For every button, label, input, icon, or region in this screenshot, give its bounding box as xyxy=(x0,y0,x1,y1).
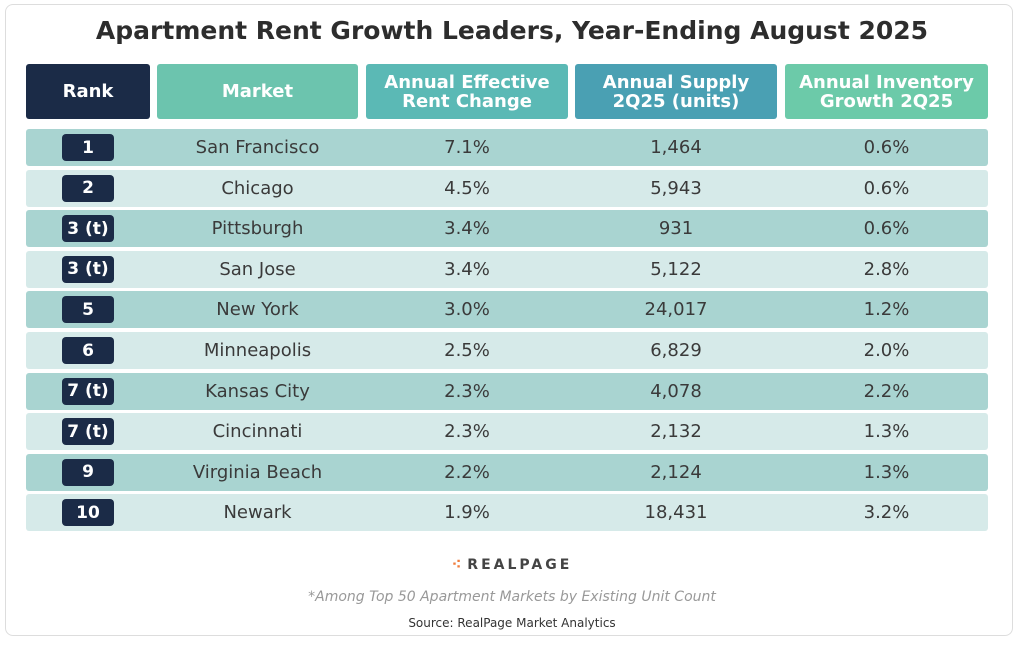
table-cell: Pittsburgh xyxy=(211,218,304,240)
rank-badge: 6 xyxy=(62,337,114,364)
table-cell: 4,078 xyxy=(650,380,702,402)
column-header: Rank xyxy=(26,64,150,119)
table-cell: Newark xyxy=(223,502,292,524)
table-cell: Kansas City xyxy=(205,380,310,402)
table-cell: 4.5% xyxy=(444,177,490,199)
table-cell: 2,132 xyxy=(650,421,702,443)
rank-badge: 9 xyxy=(62,458,114,486)
table-row: 5 New York 3.0% 24,017 1.2% xyxy=(26,291,988,329)
table-cell: 3.2% xyxy=(863,502,910,524)
table-cell: 3.4% xyxy=(444,258,490,280)
table-cell: New York xyxy=(216,299,299,321)
table-cell: 0.6% xyxy=(863,137,910,158)
table-cell: 3 (t) xyxy=(26,251,150,288)
column-header: Annual Supply 2Q25 (units) xyxy=(575,64,777,119)
table-row: 9 Virginia Beach 2.2% 2,124 1.3% xyxy=(26,453,988,491)
table-cell: 1.2% xyxy=(863,299,910,321)
footnote: *Among Top 50 Apartment Markets by Exist… xyxy=(308,589,716,605)
table-cell: 1,464 xyxy=(650,137,702,158)
rank-badge: 7 (t) xyxy=(62,377,114,405)
rank-badge: 3 (t) xyxy=(62,215,114,243)
rank-badge: 1 xyxy=(62,134,114,161)
table-cell: San Jose xyxy=(219,258,296,280)
column-header: Market xyxy=(157,64,358,119)
rank-badge: 10 xyxy=(62,499,114,527)
table-row: 2 Chicago 4.5% 5,943 0.6% xyxy=(26,169,988,207)
table-cell: 7 (t) xyxy=(26,373,150,410)
table-row: 3 (t) San Jose 3.4% 5,122 2.8% xyxy=(26,250,988,288)
table-cell: 0.6% xyxy=(863,177,910,199)
table-cell: San Francisco xyxy=(195,137,320,158)
logo-text: REALPAGE xyxy=(467,557,573,573)
table-cell: 2.8% xyxy=(863,258,910,280)
title: Apartment Rent Growth Leaders, Year-Endi… xyxy=(95,15,929,45)
table-cell: 2.5% xyxy=(444,340,490,361)
column-header: Annual Inventory Growth 2Q25 xyxy=(785,64,988,119)
table-cell: 2.2% xyxy=(444,461,490,483)
table-cell: 1.9% xyxy=(444,502,490,524)
table-cell: Minneapolis xyxy=(203,340,312,361)
table-cell: 3.0% xyxy=(444,299,490,321)
table-cell: Virginia Beach xyxy=(192,461,323,483)
table-cell: 9 xyxy=(26,454,150,491)
card xyxy=(5,4,1013,636)
table-cell: 2.0% xyxy=(863,340,910,361)
table-row: 3 (t) Pittsburgh 3.4% 931 0.6% xyxy=(26,210,988,248)
logo: ⁖ REALPAGE xyxy=(0,554,1024,576)
source: Source: RealPage Market Analytics xyxy=(408,616,616,630)
table-cell: 2.2% xyxy=(863,380,910,402)
column-header: Annual Effective Rent Change xyxy=(366,64,568,119)
table-cell: 0.6% xyxy=(863,218,910,240)
table-cell: 2.3% xyxy=(444,421,490,443)
logo-dots: ⁖ xyxy=(451,557,462,573)
table-row: 7 (t) Kansas City 2.3% 4,078 2.2% xyxy=(26,372,988,410)
table-cell: 2.3% xyxy=(444,380,490,402)
table-cell: 931 xyxy=(658,218,694,240)
rank-badge: 5 xyxy=(62,296,114,324)
table-cell: 24,017 xyxy=(644,299,708,321)
table-cell: 7.1% xyxy=(444,137,490,158)
table-cell: 2,124 xyxy=(650,461,702,483)
table-row: 1 San Francisco 7.1% 1,464 0.6% xyxy=(26,129,988,166)
table-cell: 6 xyxy=(26,332,150,369)
table-cell: 5,943 xyxy=(650,177,702,199)
table-cell: 2 xyxy=(26,170,150,207)
table-cell: Cincinnati xyxy=(212,421,303,443)
table-cell: 10 xyxy=(26,494,150,531)
table-cell: 1.3% xyxy=(863,421,910,443)
table-row: 10 Newark 1.9% 18,431 3.2% xyxy=(26,494,988,532)
table-cell: 5,122 xyxy=(650,258,702,280)
table-cell: 1 xyxy=(26,129,150,166)
table-row: 6 Minneapolis 2.5% 6,829 2.0% xyxy=(26,332,988,369)
table-cell: 18,431 xyxy=(644,502,708,524)
table-cell: 5 xyxy=(26,291,150,328)
rank-badge: 2 xyxy=(62,174,114,202)
rank-badge: 7 (t) xyxy=(62,418,114,446)
table-cell: 6,829 xyxy=(650,340,702,361)
table-cell: Chicago xyxy=(221,177,294,199)
table-cell: 7 (t) xyxy=(26,413,150,450)
table-cell: 3.4% xyxy=(444,218,490,240)
rank-badge: 3 (t) xyxy=(62,255,114,283)
table-row: 7 (t) Cincinnati 2.3% 2,132 1.3% xyxy=(26,413,988,451)
table-cell: 1.3% xyxy=(863,461,910,483)
table-cell: 3 (t) xyxy=(26,210,150,247)
